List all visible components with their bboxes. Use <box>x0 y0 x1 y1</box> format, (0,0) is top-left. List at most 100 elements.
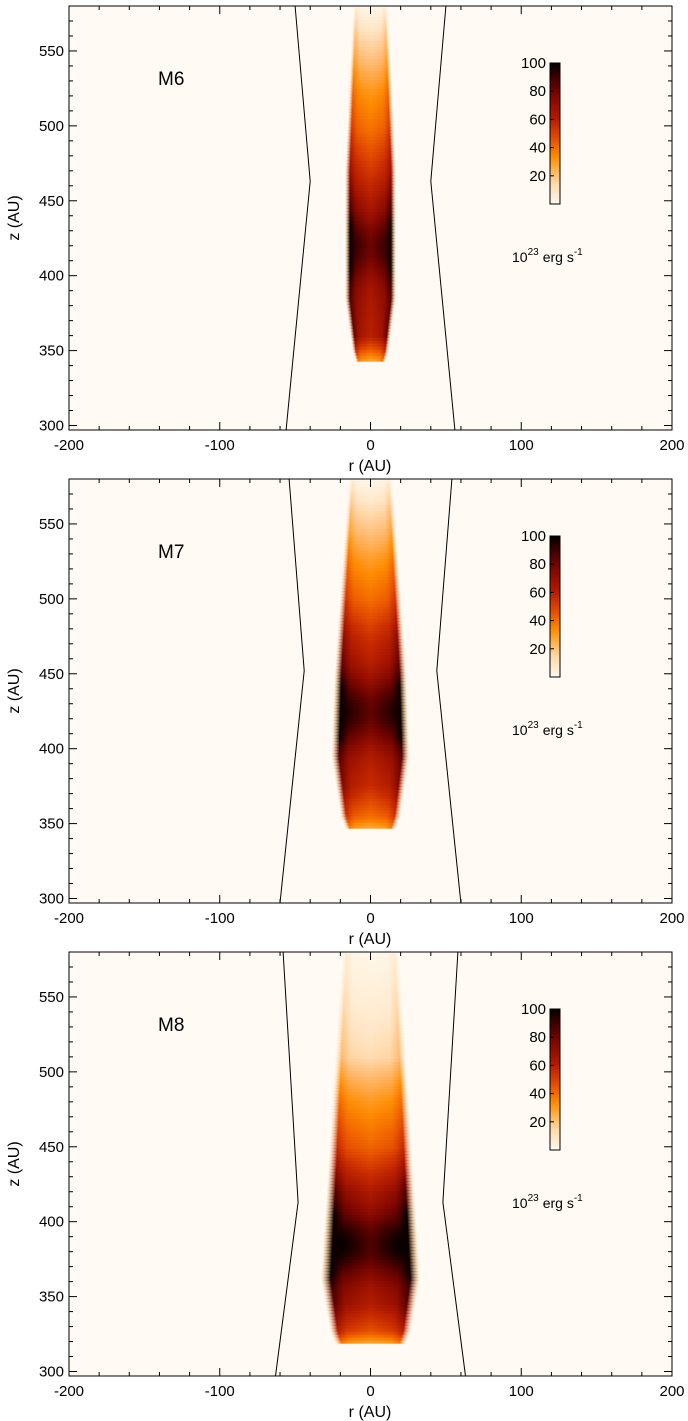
jet-cell <box>338 612 403 616</box>
jet-cell <box>331 1097 410 1101</box>
y-axis-title: z (AU) <box>6 195 23 240</box>
jet-cell <box>336 1016 405 1021</box>
unit-text: erg s <box>543 249 574 265</box>
jet-cell <box>333 1079 408 1083</box>
x-tick-label: -100 <box>205 1383 235 1400</box>
unit-exponent: 23 <box>528 720 540 731</box>
unit-exponent-2: -1 <box>574 1193 583 1204</box>
jet-cell <box>337 998 404 1003</box>
jet-cell <box>339 965 402 970</box>
jet-cell <box>351 19 390 24</box>
y-tick-label: 450 <box>39 193 64 210</box>
jet-cell <box>331 1112 410 1116</box>
y-tick-label: 550 <box>39 43 64 60</box>
jet-cell <box>348 94 393 98</box>
jet-cell <box>346 142 395 146</box>
jet-cell <box>350 46 391 51</box>
jet-cell <box>346 310 395 314</box>
jet-cell <box>345 154 396 158</box>
jet-cell <box>333 771 408 775</box>
jet-cell <box>338 983 403 988</box>
jet-cell <box>350 337 391 341</box>
axes: 300 350 400 450 500 550 -200 -100 0 100 200 <box>39 478 685 927</box>
jet-cell <box>347 492 394 497</box>
colorbar-tick-label: 20 <box>529 1114 546 1131</box>
jet-cell <box>339 810 402 814</box>
jet-cell <box>338 986 403 991</box>
jet-cell <box>344 256 397 260</box>
jet-cell <box>330 1115 411 1119</box>
jet-cell <box>344 525 397 530</box>
jet-cell <box>344 235 397 239</box>
jet-cell <box>343 540 398 545</box>
jet-cell <box>322 1256 419 1260</box>
jet-cell <box>335 1034 406 1038</box>
jet-cell <box>344 184 397 188</box>
panel-label: M7 <box>158 542 184 563</box>
jet-cell <box>334 663 407 667</box>
jet-cell <box>344 238 397 242</box>
y-tick-label: 450 <box>39 1139 64 1156</box>
colorbar-ticks: 20 40 60 80 100 <box>521 1001 554 1131</box>
y-tick-label: 500 <box>39 591 64 608</box>
jet-cell <box>340 816 401 820</box>
jet-cell <box>329 1139 412 1143</box>
jet-cell <box>334 1055 407 1059</box>
jet-cell <box>347 121 394 125</box>
jet-cell <box>339 974 402 979</box>
jet-cell <box>329 1133 412 1137</box>
jet-cell <box>333 1073 408 1077</box>
jet-cell <box>328 1163 413 1167</box>
colorbar: 20 40 60 80 100 1023 erg s-1 <box>512 55 583 265</box>
jet-cell <box>344 229 397 233</box>
x-tick-label: -200 <box>54 1383 84 1400</box>
jet-cell <box>343 537 398 542</box>
colorbar-tick-label: 60 <box>529 111 546 128</box>
jet-cell <box>332 726 409 730</box>
jet-cell <box>335 657 406 661</box>
y-tick-label: 300 <box>39 418 64 435</box>
jet-cell <box>345 516 396 521</box>
jet-cell <box>334 1061 407 1065</box>
jet-cell <box>325 1199 416 1203</box>
jet-cell <box>351 25 390 30</box>
jet-cell <box>330 1127 411 1131</box>
jet-cell <box>320 1274 421 1278</box>
jet-cell <box>321 1259 420 1263</box>
jet-cell <box>321 1283 420 1287</box>
jet-cell <box>344 199 397 203</box>
colorbar-tick-label: 80 <box>529 556 546 573</box>
jet-cell <box>342 558 399 563</box>
jet-cell <box>349 67 392 72</box>
jet-cell <box>335 1040 406 1044</box>
jet-cell <box>337 633 404 637</box>
jet-cell <box>333 696 408 700</box>
colorbar-tick-label: 40 <box>529 140 546 157</box>
jet-cell <box>344 187 397 191</box>
jet-cell <box>332 1094 409 1098</box>
jet-cell <box>345 507 396 512</box>
colorbar-gradient <box>549 1008 561 1151</box>
jet-cell <box>344 277 397 281</box>
jet-cell <box>349 331 392 335</box>
jet-cell <box>332 1085 409 1089</box>
jet-cell <box>324 1298 417 1302</box>
jet-cell <box>335 783 406 787</box>
jet-cell <box>348 82 393 87</box>
jet-cell <box>329 1328 412 1332</box>
jet-cell <box>332 714 409 718</box>
jet-cell <box>336 786 405 790</box>
jet-cell <box>341 567 400 571</box>
unit-exponent-2: -1 <box>574 247 583 258</box>
jet-cell <box>352 13 389 18</box>
unit-base: 10 <box>512 1195 528 1211</box>
jet-cell <box>334 777 407 781</box>
jet-cell <box>331 753 410 757</box>
colorbar: 20 40 60 80 100 1023 erg s-1 <box>512 528 583 738</box>
jet-cell <box>334 675 407 679</box>
jet-cell <box>331 750 410 754</box>
jet-cell <box>337 1010 404 1015</box>
jet-cell <box>346 130 395 134</box>
jet-cell <box>344 274 397 278</box>
jet-cell <box>336 642 405 646</box>
